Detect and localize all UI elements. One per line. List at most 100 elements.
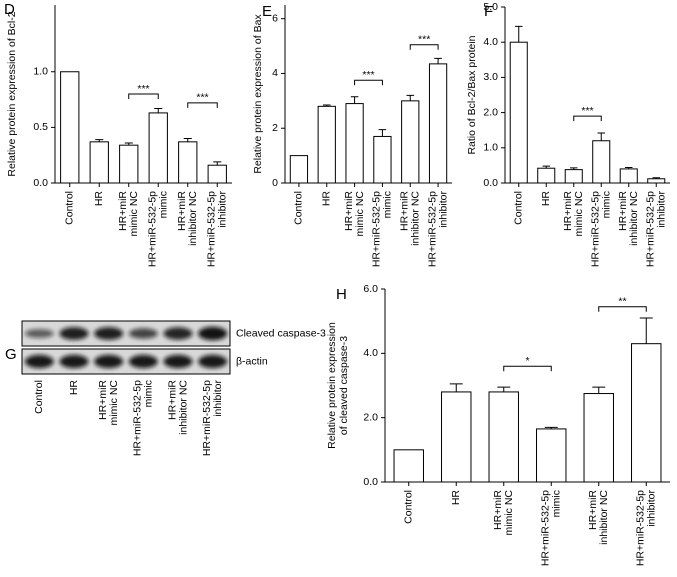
x-tick-label: Control [513, 191, 525, 225]
bar [488, 391, 519, 483]
blot-band [198, 326, 228, 341]
bar [647, 178, 666, 184]
blot-band [59, 354, 89, 369]
blot-lane-label: inhibitor NC [177, 380, 189, 435]
blot-band [59, 327, 89, 340]
blot-lane-label: mimic NC [108, 380, 120, 426]
significance-label: *** [362, 69, 374, 81]
x-tick-label: mimic [551, 490, 563, 517]
error-bar [449, 383, 463, 392]
x-tick-label: HR+miR-532-5p [426, 191, 438, 267]
blot-band [24, 329, 54, 338]
y-tick-label: 0.0 [33, 177, 48, 189]
blot-band [94, 327, 124, 340]
error-bar [154, 107, 163, 113]
x-tick-label: HR+miR [562, 191, 574, 231]
y-tick-label: 1.0 [483, 142, 498, 154]
bar [119, 144, 139, 184]
error-bar [592, 386, 606, 394]
error-bar [124, 142, 133, 146]
panel-letter: F [484, 3, 493, 20]
x-tick-label: HR+miR [399, 191, 411, 231]
error-bar [542, 165, 551, 169]
blot-band [163, 354, 193, 369]
blot-lane-label: HR+miR [166, 380, 178, 420]
error-bar [652, 177, 661, 179]
blot-band [128, 328, 158, 339]
blot-lane-label: HR+miR [97, 380, 109, 420]
x-tick-label: mimic NC [354, 191, 366, 237]
error-bar [497, 386, 511, 392]
error-bar [95, 139, 104, 142]
significance-bracket [573, 115, 602, 122]
blot-lane-label: mimic [143, 380, 155, 407]
bar [207, 164, 227, 184]
y-axis-label: Relative protein expression [326, 322, 338, 449]
significance-bracket [187, 102, 218, 108]
blot-band [24, 354, 54, 369]
bar [592, 140, 611, 184]
bar [345, 103, 364, 184]
x-tick-label: HR+miR [587, 490, 599, 530]
y-tick-label: 6.0 [363, 283, 378, 295]
blot-band [128, 354, 158, 369]
blot-strip [21, 348, 231, 375]
bar [148, 112, 168, 184]
blot-band [198, 354, 228, 369]
x-tick-label: HR [540, 191, 552, 207]
x-tick-label: mimic NC [503, 490, 515, 536]
y-tick-label: 0.0 [363, 476, 378, 488]
error-bar [639, 317, 653, 344]
x-tick-label: HR+miR [117, 191, 129, 231]
panel-letter: D [4, 1, 15, 18]
significance-label: *** [196, 92, 208, 104]
panel-letter: G [5, 346, 17, 363]
blot-band [163, 327, 193, 340]
error-bar [569, 167, 578, 170]
blot-band [94, 354, 124, 369]
error-bar [183, 138, 192, 142]
x-tick-label: HR [450, 490, 462, 506]
y-tick-label: 6 [272, 12, 278, 24]
x-tick-label: HR+miR [492, 490, 504, 530]
x-tick-label: Control [64, 191, 76, 225]
bar [583, 393, 614, 483]
significance-bracket [128, 93, 159, 99]
x-tick-label: HR+miR-532-5p [540, 490, 552, 566]
x-tick-label: HR+miR-532-5p [645, 191, 657, 267]
y-tick-label: 4.0 [363, 347, 378, 359]
blot-lane-label: HR [68, 380, 80, 396]
x-tick-label: inhibitor NC [598, 490, 610, 545]
significance-label: ** [618, 295, 626, 307]
error-bar [213, 161, 222, 166]
x-tick-label: inhibitor [646, 490, 658, 527]
y-tick-label: 4.0 [483, 36, 498, 48]
bar [441, 391, 472, 483]
y-axis-label: Relative protein expression of Bcl-2 [6, 11, 18, 176]
y-tick-label: 1.0 [33, 66, 48, 78]
error-bar [624, 167, 633, 169]
x-tick-label: inhibitor [437, 191, 449, 228]
x-tick-label: HR [321, 191, 333, 207]
bar [536, 428, 567, 483]
bar [60, 71, 80, 184]
x-tick-label: HR+miR-532-5p [206, 191, 218, 267]
y-tick-label: 2 [272, 122, 278, 134]
x-tick-label: HR+miR [343, 191, 355, 231]
significance-bracket [354, 79, 383, 86]
bar [289, 155, 309, 184]
y-axis-label: Relative protein expression of Bax [252, 14, 264, 174]
bar [537, 167, 556, 184]
x-tick-label: HR+miR [176, 191, 188, 231]
y-tick-label: 0.0 [483, 177, 498, 189]
x-tick-label: inhibitor NC [187, 191, 199, 246]
blot-row-label: β-actin [236, 355, 268, 367]
x-tick-label: inhibitor NC [410, 191, 422, 246]
blot-strip [21, 320, 231, 347]
error-bar [350, 96, 359, 104]
x-tick-label: HR+miR-532-5p [371, 191, 383, 267]
bar [509, 41, 528, 184]
y-axis-label: of cleaved caspase-3 [338, 336, 350, 435]
